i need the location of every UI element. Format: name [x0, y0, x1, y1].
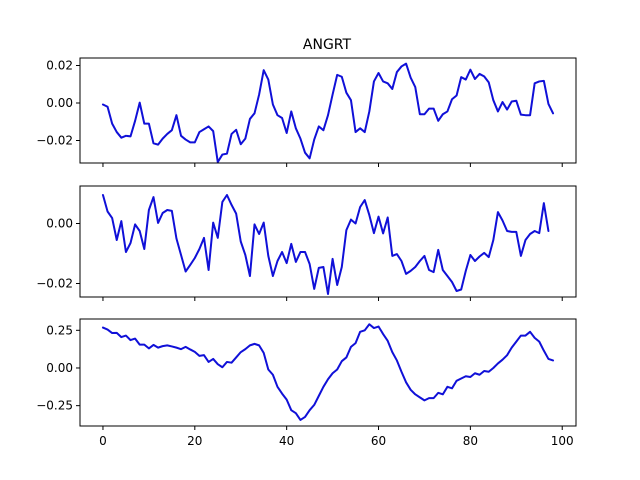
x-tick-label: 0 [99, 434, 107, 448]
y-tick-label: −0.02 [36, 277, 73, 291]
y-tick-label: 0.25 [46, 323, 73, 337]
y-tick-label: 0.00 [46, 217, 73, 231]
plot-frame-panel-3 [79, 318, 577, 427]
x-tick-label: 80 [463, 434, 478, 448]
chart-panel-2: 0.00 −0.02 [36, 185, 577, 301]
chart-panels: 0.02 0.00 −0.02 0.00 −0.02 0.25 0.00 −0.25 0 20 40… [36, 57, 577, 448]
y-tick-label: −0.02 [36, 134, 73, 148]
chart-panel-1: 0.02 0.00 −0.02 [36, 57, 577, 167]
y-tick-label: 0.02 [46, 59, 73, 73]
x-tick-label: 40 [279, 434, 294, 448]
series-line-panel-1 [101, 62, 555, 164]
series-line-panel-2 [101, 194, 550, 295]
y-tick-label: 0.00 [46, 361, 73, 375]
x-tick-label: 60 [371, 434, 386, 448]
x-tick-label: 20 [187, 434, 202, 448]
x-tick-label: 100 [551, 434, 574, 448]
plot-frame-panel-2 [79, 185, 577, 298]
y-tick-label: 0.00 [46, 96, 73, 110]
y-tick-label: −0.25 [36, 399, 73, 413]
chart-panel-3: 0.25 0.00 −0.25 0 20 40 60 80 100 [36, 318, 577, 448]
chart-title: ANGRT [303, 37, 352, 53]
plot-frame-panel-1 [79, 57, 577, 164]
series-line-panel-3 [101, 323, 555, 421]
